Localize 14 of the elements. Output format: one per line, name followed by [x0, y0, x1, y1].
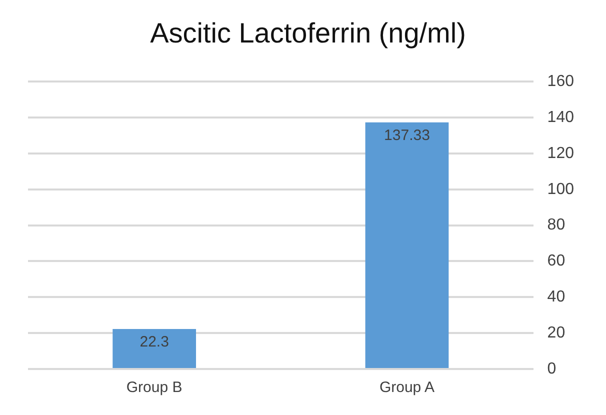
data-label: 22.3: [140, 334, 169, 351]
data-label: 137.33: [384, 126, 430, 144]
x-tick-label: Group A: [379, 379, 434, 396]
y-tick-label: 120: [547, 144, 574, 162]
y-tick-label: 80: [547, 216, 566, 234]
y-tick-label: 160: [547, 73, 574, 90]
y-tick-label: 20: [547, 324, 566, 342]
y-tick-label: 100: [547, 180, 574, 198]
y-tick-label: 0: [547, 360, 556, 378]
chart-title: Ascitic Lactoferrin (ng/ml): [150, 18, 466, 49]
y-tick-label: 40: [547, 288, 566, 306]
x-tick-label: Group B: [126, 379, 182, 396]
y-tick-label: 140: [547, 108, 574, 126]
y-tick-label: 60: [547, 252, 566, 270]
